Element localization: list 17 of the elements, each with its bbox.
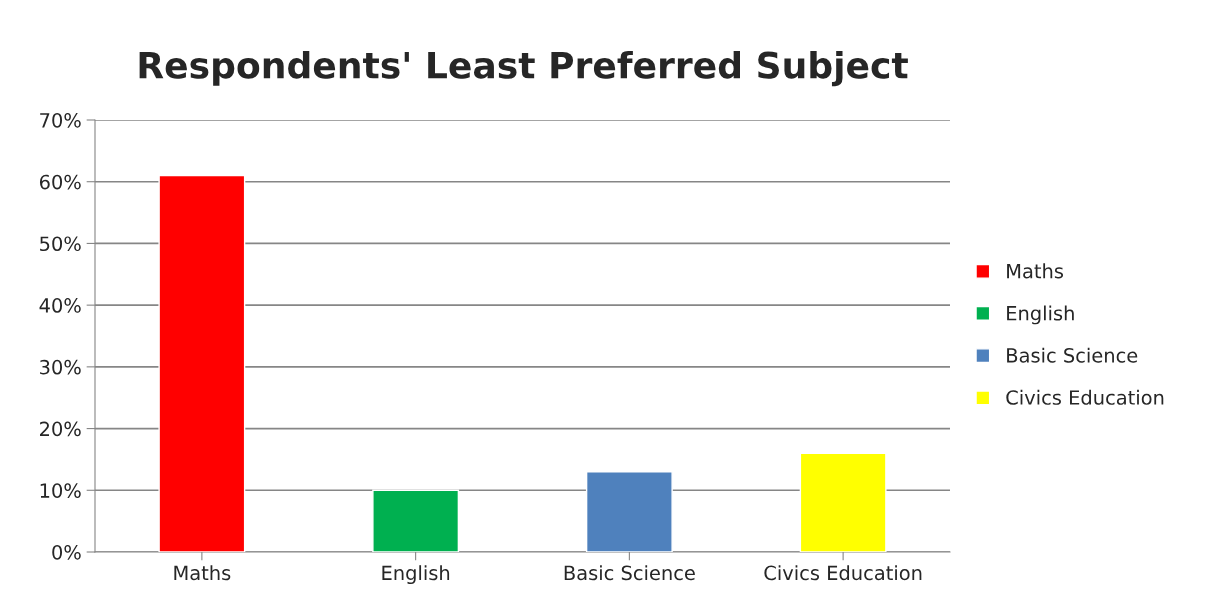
legend-label: English	[1007, 305, 1074, 325]
legend-label: Basic Science	[1007, 347, 1138, 363]
x-tick-label: Civics Education	[764, 565, 922, 581]
y-tick-label: 10%	[40, 483, 81, 498]
y-tick-label: 20%	[40, 421, 81, 437]
y-tick-label: 70%	[40, 112, 81, 128]
x-tick-label: English	[382, 565, 450, 585]
y-tick-label: 50%	[40, 236, 81, 252]
y-tick-label: 40%	[39, 298, 81, 313]
legend-label: Civics Education	[1006, 389, 1164, 405]
x-tick-label: Maths	[174, 565, 231, 581]
y-tick-label: 60%	[39, 174, 81, 190]
x-tick-label: Basic Science	[564, 565, 695, 581]
legend-label: Maths	[1007, 263, 1064, 279]
y-tick-label: 30%	[40, 359, 81, 375]
chart-title: Respondents' Least Preferred Subject	[139, 50, 908, 87]
y-tick-label: 0%	[52, 544, 81, 560]
